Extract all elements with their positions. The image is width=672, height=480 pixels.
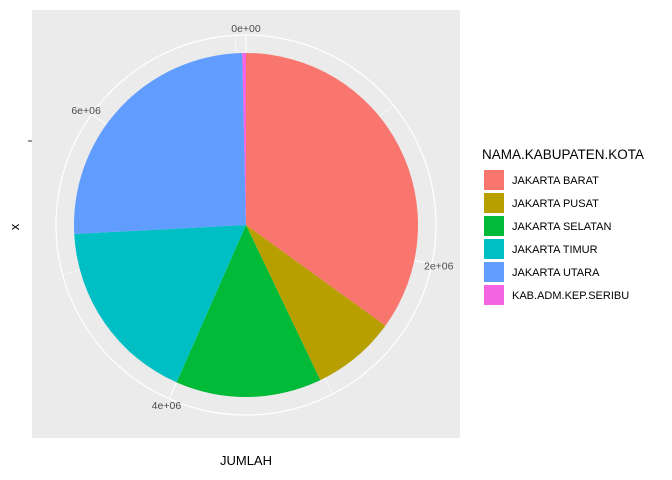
radial-tick-label: 6e+06: [71, 105, 101, 117]
legend-label: JAKARTA TIMUR: [512, 244, 598, 256]
pie-slice: [176, 225, 321, 397]
legend: NAMA.KABUPATEN.KOTA JAKARTA BARAT JAKARTA…: [482, 147, 644, 305]
pie-slice: [246, 225, 386, 381]
x-axis-title: JUMLAH: [220, 453, 272, 468]
radial-tick-label: 4e+06: [152, 400, 182, 412]
legend-swatch: [484, 285, 504, 305]
legend-swatch: [484, 170, 504, 190]
legend-label: JAKARTA SELATAN: [512, 221, 611, 233]
legend-swatch: [484, 262, 504, 282]
legend-swatch: [484, 239, 504, 259]
pie-slices: [74, 53, 419, 397]
legend-swatch: [484, 193, 504, 213]
legend-swatch: [484, 216, 504, 236]
radial-tick-label: 2e+06: [424, 261, 454, 273]
legend-label: KAB.ADM.KEP.SERIBU: [512, 290, 629, 302]
legend-label: JAKARTA PUSAT: [512, 198, 599, 210]
radial-ticks: 0e+00 2e+06 4e+06 6e+06: [71, 23, 453, 412]
legend-label: JAKARTA UTARA: [512, 267, 600, 279]
legend-title: NAMA.KABUPATEN.KOTA: [482, 147, 644, 162]
pie-slice: [246, 53, 419, 326]
pie-slice: [74, 225, 247, 383]
legend-label: JAKARTA BARAT: [512, 175, 599, 187]
pie-slice: [242, 53, 246, 225]
y-axis-title: x: [7, 223, 22, 230]
pie-slice: [74, 53, 246, 234]
radial-tick-label: 0e+00: [231, 23, 261, 35]
